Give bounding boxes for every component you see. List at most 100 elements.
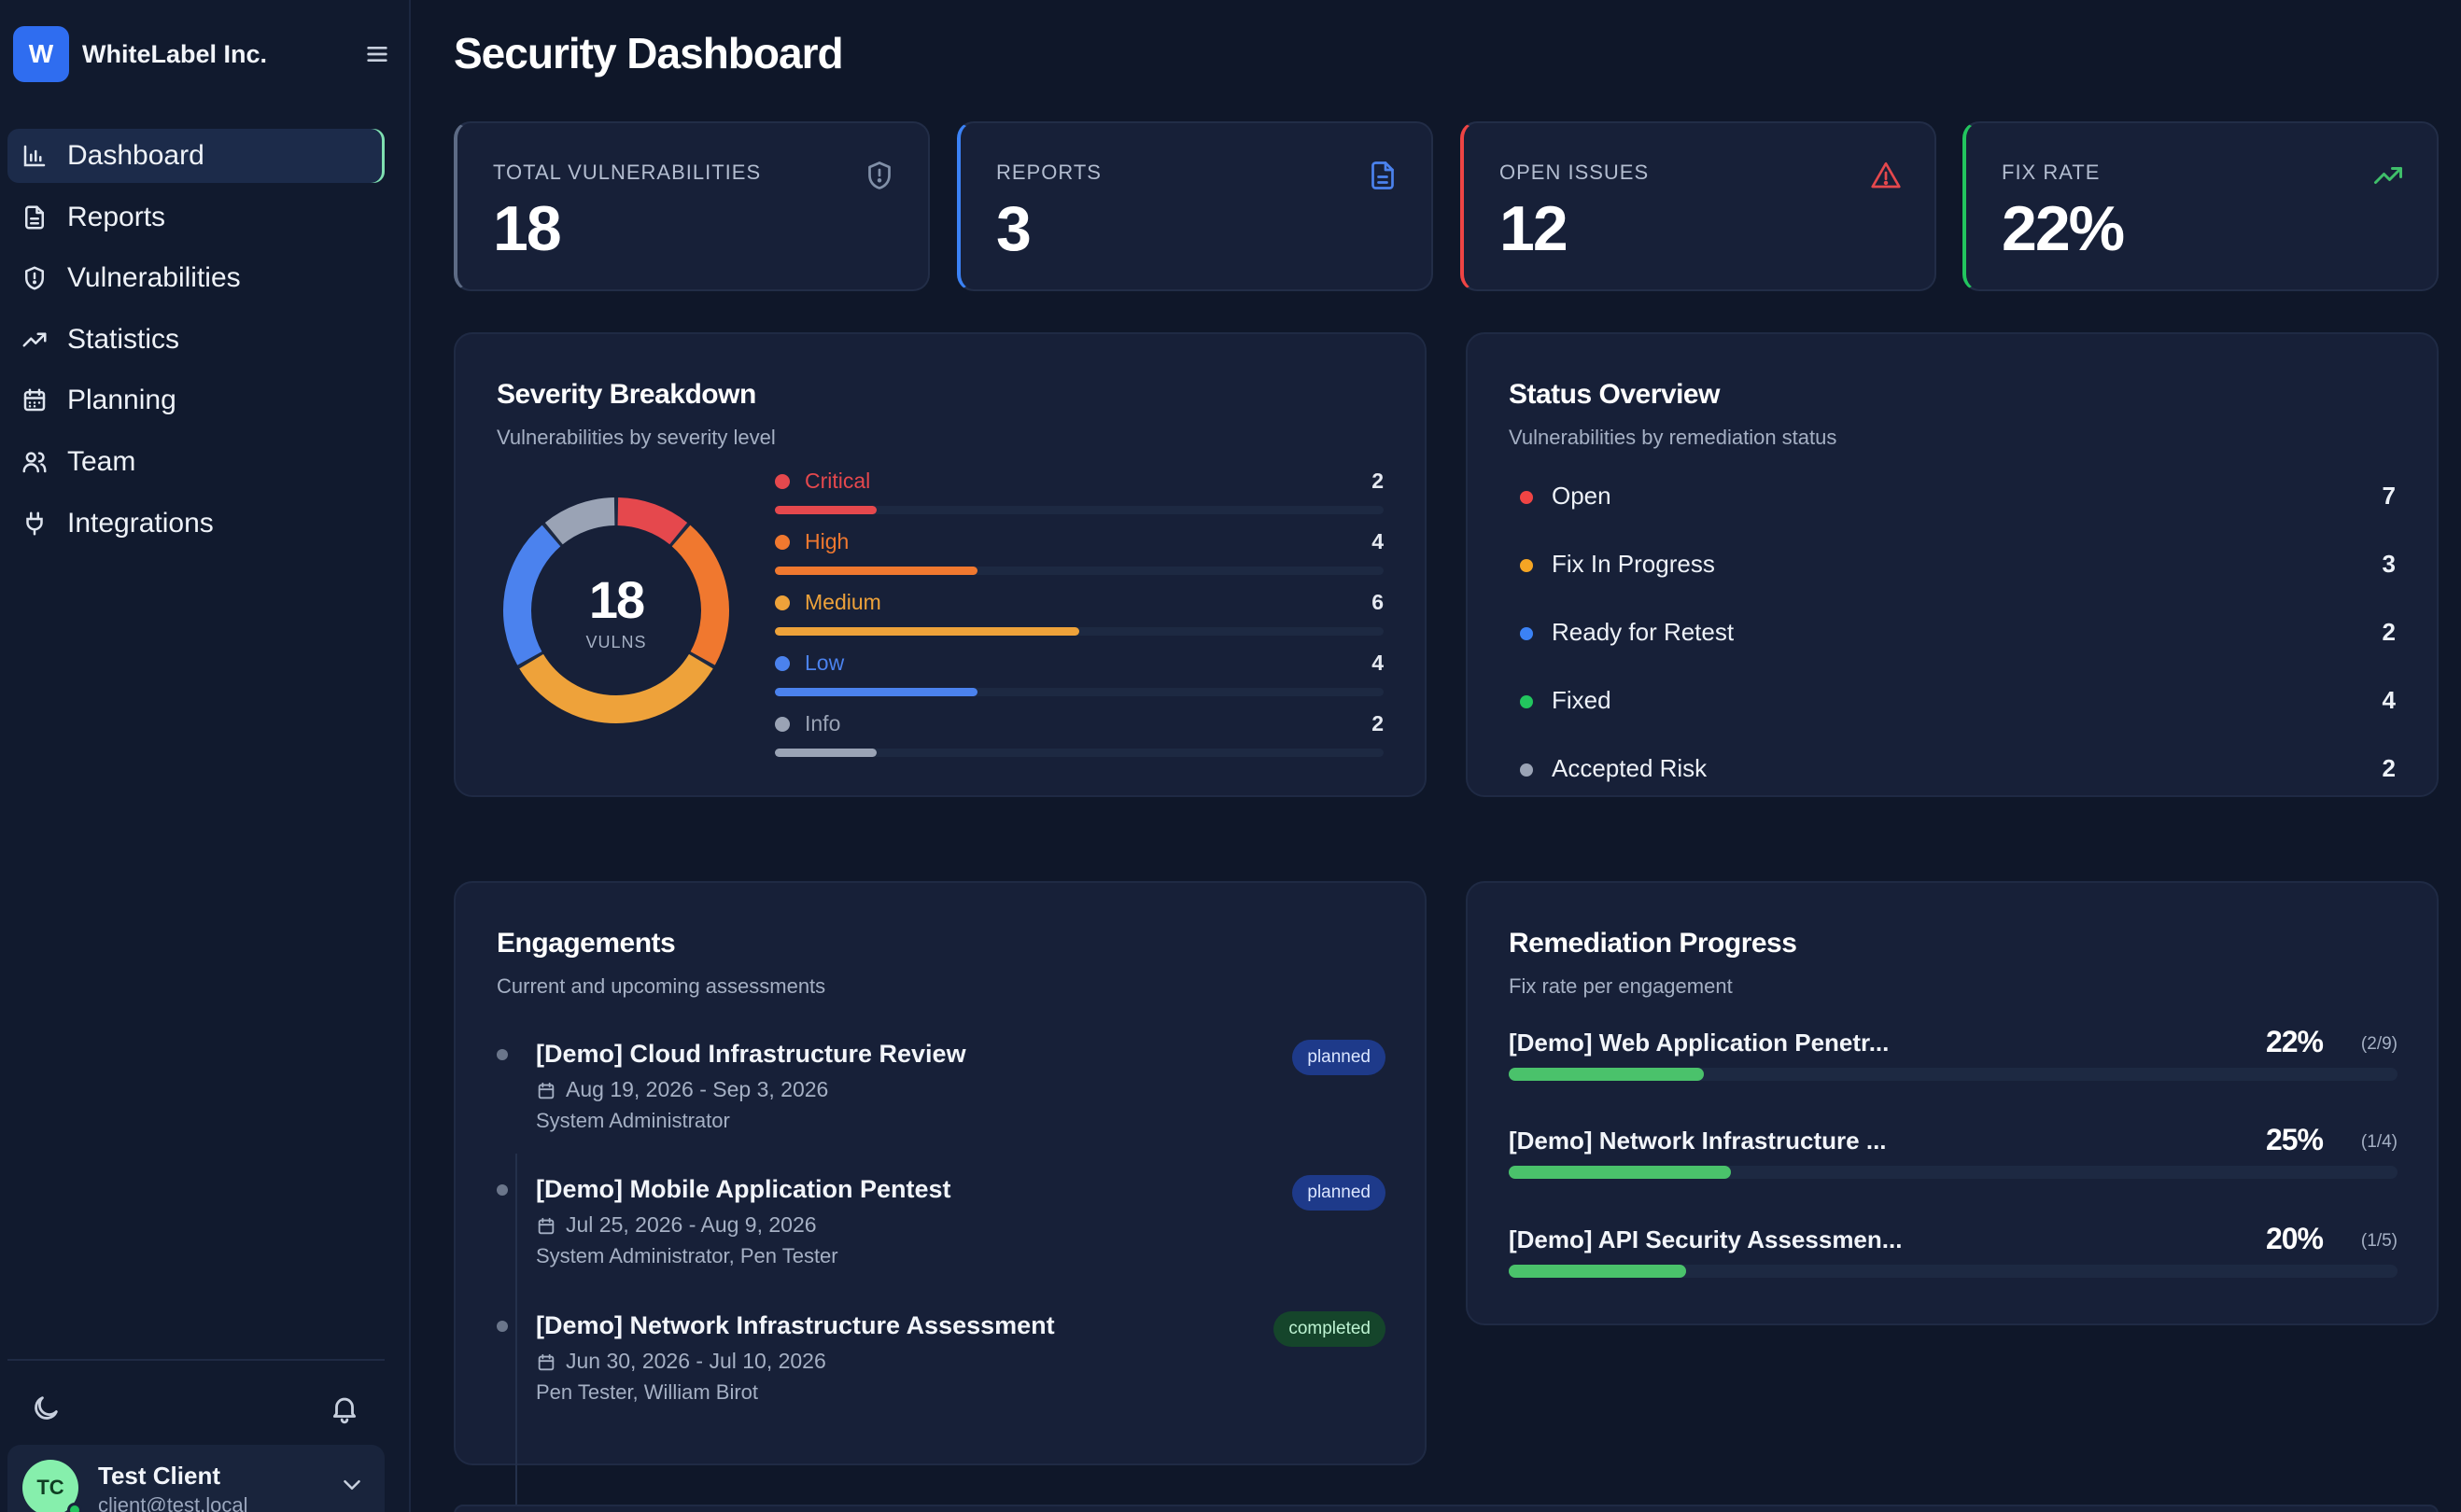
chevron-down-icon[interactable] (338, 1471, 366, 1499)
remediation-row[interactable]: [Demo] Web Application Penetr... 22% (2/… (1509, 1025, 2398, 1103)
severity-dot (775, 595, 790, 610)
sidebar-item-label: Integrations (67, 507, 214, 539)
donut-slice-medium[interactable] (519, 653, 713, 723)
status-row-open[interactable]: Open 7 (1520, 482, 2396, 515)
donut-slice-high[interactable] (671, 525, 729, 665)
severity-dot (775, 535, 790, 550)
severity-row-medium[interactable]: Medium 6 (775, 590, 1384, 642)
sidebar-item-vulnerabilities[interactable]: Vulnerabilities (7, 251, 385, 305)
status-label: Fix In Progress (1552, 550, 1715, 578)
timeline-dot (497, 1321, 508, 1332)
document-icon (1366, 159, 1399, 192)
severity-row-low[interactable]: Low 4 (775, 651, 1384, 703)
engagement-item[interactable]: [Demo] Cloud Infrastructure Review Aug 1… (497, 1040, 1385, 1152)
status-row-ready-for-retest[interactable]: Ready for Retest 2 (1520, 618, 2396, 651)
timeline-dot (497, 1049, 508, 1060)
remediation-bar-track (1509, 1068, 2398, 1081)
stat-card-fix-rate[interactable]: FIX RATE 22% (1962, 121, 2439, 291)
engagement-dates: Aug 19, 2026 - Sep 3, 2026 (566, 1077, 829, 1101)
engagement-assignees: System Administrator, Pen Tester (536, 1244, 838, 1267)
calendar-icon (536, 1352, 556, 1373)
sidebar-item-planning[interactable]: Planning (7, 373, 385, 427)
severity-label: High (805, 529, 850, 553)
status-label: Ready for Retest (1552, 618, 1735, 646)
engagement-item[interactable]: [Demo] Mobile Application Pentest Jul 25… (497, 1175, 1385, 1287)
severity-bar-track (775, 749, 1384, 757)
calendar-icon (21, 386, 49, 414)
remediation-bar-fill (1509, 1265, 1687, 1278)
warning-icon (1869, 159, 1903, 192)
status-row-fixed[interactable]: Fixed 4 (1520, 686, 2396, 720)
status-label: Accepted Risk (1552, 754, 1708, 782)
user-menu[interactable]: TC Test Client client@test.local (7, 1445, 385, 1512)
brand-name[interactable]: WhiteLabel Inc. (82, 40, 268, 68)
stat-label: OPEN ISSUES (1499, 161, 1650, 184)
severity-row-critical[interactable]: Critical 2 (775, 469, 1384, 521)
stat-card-total-vulnerabilities[interactable]: TOTAL VULNERABILITIES 18 (454, 121, 930, 291)
engagement-title[interactable]: [Demo] Network Infrastructure Assessment (536, 1311, 1055, 1339)
sidebar-item-team[interactable]: Team (7, 435, 385, 489)
donut-slice-info[interactable] (544, 497, 615, 545)
status-dot (1520, 559, 1533, 572)
severity-label: Info (805, 711, 841, 735)
stat-label: TOTAL VULNERABILITIES (493, 161, 762, 184)
severity-bar-fill (775, 688, 978, 696)
sidebar-item-dashboard[interactable]: Dashboard (7, 129, 385, 183)
bar-chart-icon (21, 142, 49, 170)
engagement-assignees: Pen Tester, William Birot (536, 1380, 759, 1404)
sidebar-item-integrations[interactable]: Integrations (7, 497, 385, 551)
severity-count: 6 (1371, 590, 1384, 614)
bell-icon[interactable] (329, 1393, 360, 1424)
remediation-engagement-name: [Demo] API Security Assessmen... (1509, 1225, 1903, 1253)
users-icon (21, 448, 49, 476)
severity-row-info[interactable]: Info 2 (775, 711, 1384, 763)
moon-icon[interactable] (30, 1393, 62, 1424)
stat-card-reports[interactable]: REPORTS 3 (957, 121, 1433, 291)
panel-subtitle: Fix rate per engagement (1509, 974, 1733, 998)
remediation-bar-track (1509, 1166, 2398, 1179)
engagements-panel: Engagements Current and upcoming assessm… (454, 881, 1427, 1512)
sidebar-item-reports[interactable]: Reports (7, 190, 385, 245)
sidebar-item-label: Dashboard (67, 140, 204, 171)
status-badge: planned (1292, 1175, 1385, 1211)
severity-bar-fill (775, 567, 978, 575)
remediation-percent: 20% (2265, 1222, 2324, 1255)
brand-logo[interactable]: W (13, 26, 69, 82)
donut-slice-critical[interactable] (617, 497, 688, 545)
severity-label: Low (805, 651, 845, 675)
severity-count: 4 (1371, 529, 1384, 553)
status-count: 2 (2382, 754, 2396, 782)
remediation-bar-track (1509, 1265, 2398, 1278)
engagement-dates: Jun 30, 2026 - Jul 10, 2026 (566, 1349, 826, 1373)
engagement-item[interactable]: [Demo] Network Infrastructure Assessment… (497, 1311, 1385, 1423)
status-label: Open (1552, 482, 1611, 510)
severity-row-high[interactable]: High 4 (775, 529, 1384, 581)
sidebar-divider (7, 1359, 385, 1361)
severity-dot (775, 474, 790, 489)
brand: W WhiteLabel Inc. (13, 26, 398, 82)
panel-title: Status Overview (1509, 379, 1720, 410)
next-panel-edge (454, 1505, 2439, 1512)
remediation-row[interactable]: [Demo] Network Infrastructure ... 25% (1… (1509, 1123, 2398, 1201)
remediation-row[interactable]: [Demo] API Security Assessmen... 20% (1/… (1509, 1222, 2398, 1300)
severity-dot (775, 717, 790, 732)
severity-count: 4 (1371, 651, 1384, 675)
menu-icon[interactable] (362, 39, 392, 69)
severity-bar-fill (775, 506, 877, 514)
status-row-fix-in-progress[interactable]: Fix In Progress 3 (1520, 550, 2396, 583)
remediation-percent: 22% (2265, 1025, 2324, 1058)
engagement-title[interactable]: [Demo] Mobile Application Pentest (536, 1175, 951, 1203)
stat-card-open-issues[interactable]: OPEN ISSUES 12 (1460, 121, 1936, 291)
status-row-accepted-risk[interactable]: Accepted Risk 2 (1520, 754, 2396, 788)
severity-label: Medium (805, 590, 881, 614)
remediation-percent: 25% (2265, 1123, 2324, 1156)
status-dot (1520, 627, 1533, 640)
sidebar-item-statistics[interactable]: Statistics (7, 313, 385, 367)
engagement-title[interactable]: [Demo] Cloud Infrastructure Review (536, 1040, 966, 1068)
stat-value: 3 (996, 193, 1032, 264)
sidebar-nav: Dashboard Reports Vulnerabilities Statis… (7, 129, 385, 557)
panel-subtitle: Current and upcoming assessments (497, 974, 826, 998)
severity-bar-fill (775, 749, 877, 757)
donut-slice-low[interactable] (503, 525, 561, 665)
sidebar-item-label: Planning (67, 385, 176, 416)
